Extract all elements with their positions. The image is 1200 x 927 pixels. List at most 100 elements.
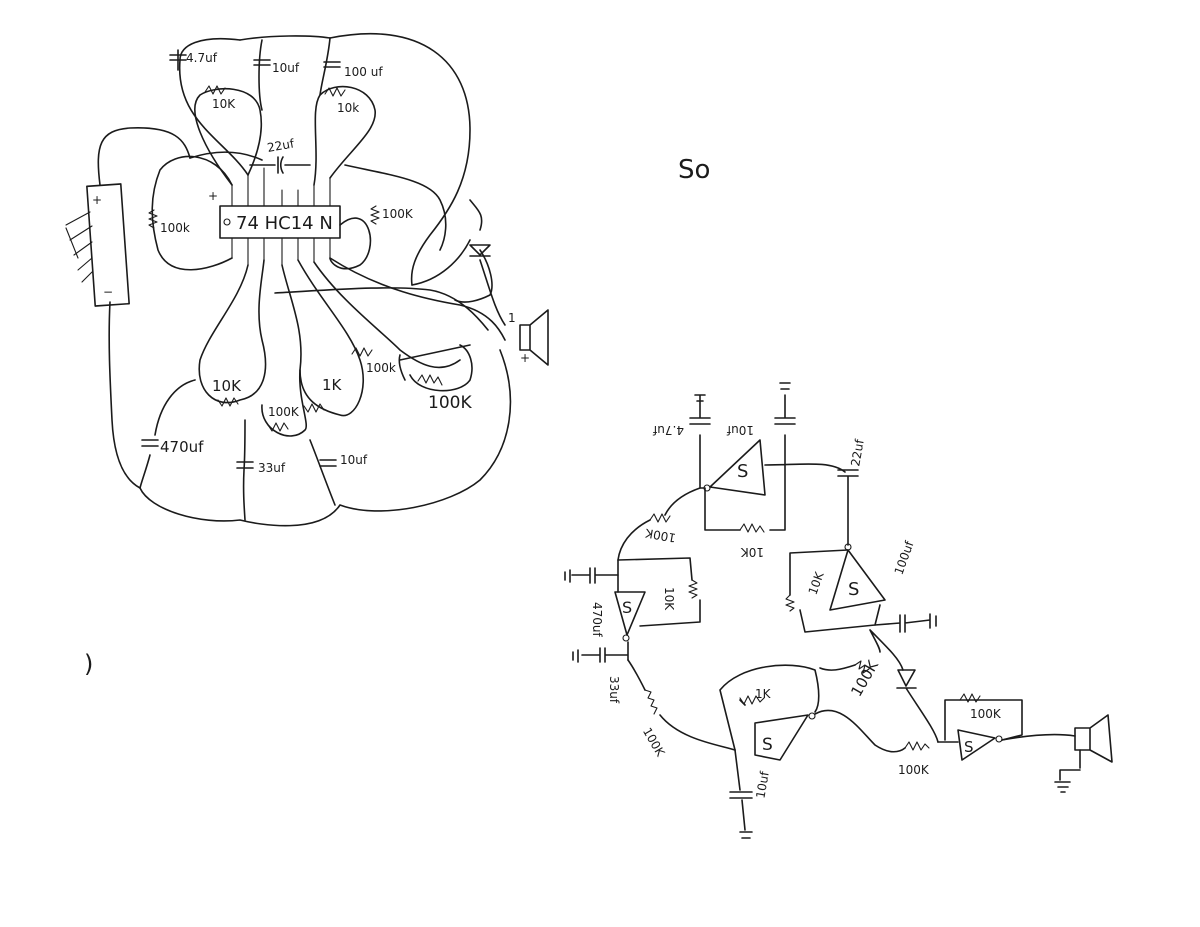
wire-gate4-down xyxy=(734,749,741,791)
cap-10uf-top xyxy=(253,59,271,66)
wire-battery-top xyxy=(97,127,191,186)
gate-4-bubble xyxy=(808,712,816,720)
cap-22uf xyxy=(249,156,311,174)
ground-right xyxy=(1054,749,1081,793)
wire-gate2-down xyxy=(869,629,904,671)
gate-2 xyxy=(829,549,886,611)
res-100k-e-label: 100k xyxy=(366,361,396,375)
right-schematic: S 10K 4.7uf 10uf 22uf 100K S 10K 100uf S… xyxy=(564,382,1113,839)
gate-1-symbol: S xyxy=(737,461,748,482)
battery xyxy=(86,183,130,307)
res-100k-d xyxy=(267,422,289,432)
gate-3-box xyxy=(617,557,701,627)
wire-bottom-loop-100k xyxy=(261,264,307,437)
wire-r1 xyxy=(617,487,701,561)
cap-10uf-bottom xyxy=(319,459,337,467)
wire-left-lower xyxy=(154,379,196,436)
wire-bottom-loop-1k xyxy=(297,259,365,417)
res-r-r6-label: 100K xyxy=(847,656,882,699)
cap-100uf xyxy=(323,61,341,68)
wire-10uf-bottom xyxy=(309,439,336,506)
battery-hatch xyxy=(65,211,93,283)
wire-res-mid xyxy=(398,344,471,381)
res-gate1-fb-label: 10K xyxy=(740,545,764,559)
cap-r-c7 xyxy=(729,791,753,839)
wire-gate3-out xyxy=(627,659,736,751)
wire-bottom-to-res xyxy=(313,261,461,369)
wire-diode-down xyxy=(469,199,506,326)
ic-bottom-pins xyxy=(231,237,331,266)
cap-r-c3-label: 22uf xyxy=(848,438,867,468)
battery-plus-label: + xyxy=(92,193,102,207)
res-r-r5-label: 100K xyxy=(640,725,668,760)
gate-2-symbol: S xyxy=(848,579,859,600)
res-10k-b-label: 10k xyxy=(337,101,359,115)
gate-1 xyxy=(709,439,766,496)
ic-chip-label: 74 HC14 N xyxy=(236,213,333,234)
cap-r-c6 xyxy=(572,641,629,663)
res-100k-left-label: 100k xyxy=(160,221,190,235)
res-gate3-fb xyxy=(688,579,698,599)
res-r-r1 xyxy=(649,513,671,523)
speaker-one-mark: 1 xyxy=(508,311,516,325)
ic-top-pins xyxy=(231,167,331,207)
wire-100uf-branch xyxy=(319,37,331,96)
res-gate2-fb xyxy=(785,594,795,612)
wire-10k-loop-b xyxy=(313,85,376,186)
cap-22uf-label: 22uf xyxy=(266,136,296,155)
wire-bottom-loop-10k xyxy=(198,259,267,404)
gate-3-bubble xyxy=(622,634,630,642)
speaker-right xyxy=(1074,714,1113,763)
speaker-left xyxy=(519,309,549,366)
res-100k-right-label: 100K xyxy=(382,207,414,221)
res-gate5-fb xyxy=(959,693,981,703)
wire-res6 xyxy=(819,664,856,671)
note-one: ) xyxy=(84,650,93,678)
speaker-plus-mark: + xyxy=(520,351,530,365)
res-gate4-fb-label: 1K xyxy=(755,687,772,701)
cap-r-c2-label: 10uf xyxy=(726,423,754,437)
gate-5-box xyxy=(937,699,1023,743)
res-10k-c-label: 10K xyxy=(212,377,242,395)
gate-1-wires xyxy=(699,434,846,531)
res-gate5-fb-label: 100K xyxy=(970,707,1002,721)
res-r-r1-label: 100K xyxy=(643,526,677,545)
wire-battery-bottom xyxy=(108,301,141,489)
ic-plus-mark: + xyxy=(208,189,218,203)
res-100k-d-label: 100K xyxy=(268,405,300,419)
res-100k-e xyxy=(351,347,373,357)
cap-470uf-label: 470uf xyxy=(160,438,204,456)
ic-chip xyxy=(219,205,341,239)
res-r-r8 xyxy=(904,741,930,751)
wire-big-100k xyxy=(409,344,473,392)
res-10k-a xyxy=(204,85,226,95)
left-wiring-sketch: + − 74 HC14 N + 22uf 4.7uf 10uf 100 uf xyxy=(65,33,549,527)
gate-5-bubble xyxy=(995,735,1003,743)
cap-33uf-label: 33uf xyxy=(258,461,286,475)
cap-r-c5 xyxy=(564,567,619,584)
wire-horizontal-mid xyxy=(274,287,489,331)
res-1k xyxy=(303,403,325,413)
wire-33uf xyxy=(242,419,246,521)
battery-minus-label: − xyxy=(103,285,113,299)
cap-33uf xyxy=(236,461,254,469)
cap-r-c6-label: 33uf xyxy=(607,676,621,704)
cap-470uf xyxy=(141,439,159,447)
wire-to-diode xyxy=(411,239,493,303)
wire-10k-loop-a xyxy=(194,87,263,186)
res-100k-left xyxy=(148,209,158,229)
wire-to-speaker xyxy=(1001,733,1076,741)
res-r-r6 xyxy=(854,660,870,674)
wire-top-left-loop xyxy=(178,37,249,176)
cap-r-c4-label: 100uf xyxy=(892,539,917,577)
cap-10uf-bottom-label: 10uf xyxy=(340,453,368,467)
wire-bottom-to-speaker xyxy=(329,257,506,341)
res-10k-c xyxy=(217,397,239,407)
cap-10uf-top-label: 10uf xyxy=(272,61,300,75)
diode-right xyxy=(896,669,939,743)
diode-left xyxy=(469,244,491,257)
res-1k-label: 1K xyxy=(322,376,343,394)
wire-470-down xyxy=(139,454,151,489)
note-so: So xyxy=(678,155,710,185)
